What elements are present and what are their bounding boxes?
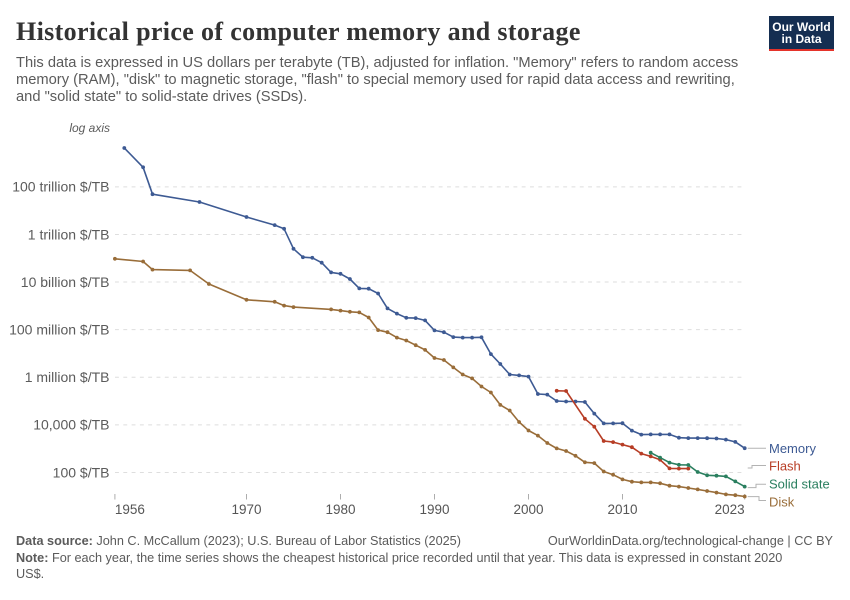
svg-text:10 billion $/TB: 10 billion $/TB — [21, 274, 110, 290]
svg-text:1956: 1956 — [115, 502, 145, 517]
svg-text:Solid state: Solid state — [769, 477, 830, 492]
svg-text:100 $/TB: 100 $/TB — [53, 464, 110, 480]
svg-text:10,000 $/TB: 10,000 $/TB — [33, 417, 109, 433]
svg-text:1980: 1980 — [325, 502, 355, 517]
svg-text:Memory: Memory — [769, 441, 816, 456]
svg-text:100 trillion $/TB: 100 trillion $/TB — [12, 179, 109, 195]
svg-text:1990: 1990 — [419, 502, 449, 517]
svg-text:2000: 2000 — [513, 502, 543, 517]
svg-text:Flash: Flash — [769, 459, 801, 474]
svg-text:2010: 2010 — [607, 502, 637, 517]
svg-text:1 million $/TB: 1 million $/TB — [25, 369, 110, 385]
svg-text:1 trillion $/TB: 1 trillion $/TB — [28, 226, 110, 242]
svg-text:log axis: log axis — [69, 121, 110, 135]
svg-text:2023: 2023 — [715, 502, 745, 517]
svg-text:1970: 1970 — [231, 502, 261, 517]
svg-text:Disk: Disk — [769, 495, 795, 510]
svg-text:100 million $/TB: 100 million $/TB — [9, 321, 109, 337]
